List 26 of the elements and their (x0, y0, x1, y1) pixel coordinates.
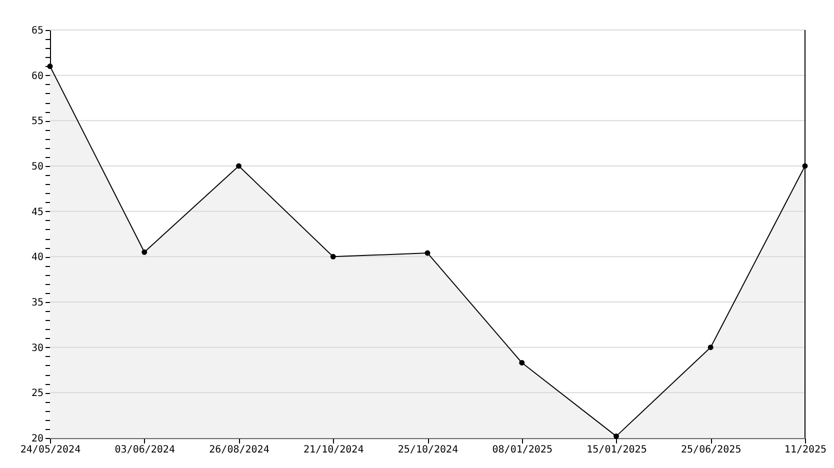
point (519, 360, 525, 366)
point (614, 433, 619, 439)
y-tick-label: 20 (31, 434, 44, 444)
y-tick-label: 35 (31, 298, 44, 308)
x-tick-label: 21/10/2024 (304, 444, 364, 456)
x-tick-label: 24/05/2024 (20, 444, 81, 456)
y-tick-label: 55 (31, 116, 44, 128)
y-tick-label: 60 (31, 70, 44, 82)
x-tick-label: 25/06/2025 (681, 444, 742, 456)
x-tick-label: 03/06/2024 (114, 444, 175, 456)
y-tick-label: 30 (31, 342, 44, 354)
x-tick-label: 26/08/2024 (209, 444, 270, 456)
point (708, 344, 714, 350)
point (330, 254, 336, 260)
y-tick-label: 45 (31, 206, 44, 218)
point (424, 250, 430, 256)
point (142, 249, 148, 255)
y-tick-label: 50 (31, 162, 44, 172)
y-tick-label: 65 (31, 26, 44, 36)
point (236, 163, 242, 169)
x-tick-label: 25/10/2024 (398, 444, 458, 456)
x-tick-label: 11/2025 (784, 444, 827, 456)
y-tick-label: 25 (31, 388, 44, 400)
x-tick-label: 15/01/2025 (586, 444, 647, 456)
y-tick-label: 40 (31, 252, 44, 264)
x-tick-label: 08/01/2025 (492, 444, 552, 456)
